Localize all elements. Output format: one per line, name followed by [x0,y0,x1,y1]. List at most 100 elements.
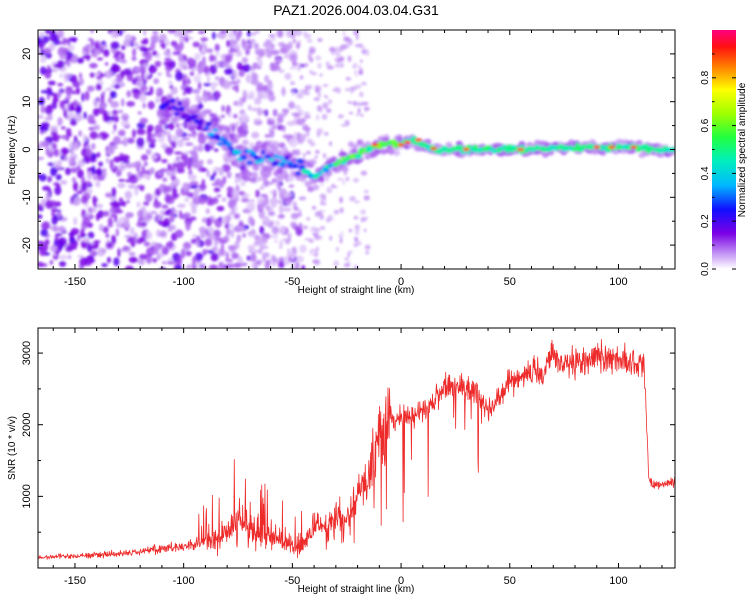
heat-cell [212,197,219,205]
heat-cell [41,221,50,230]
ridge-cell [572,147,578,152]
heat-cell [293,206,299,211]
heat-cell [316,106,323,112]
heat-cell [210,144,215,150]
heat-cell [58,254,68,260]
heat-cell [161,204,169,209]
heat-cell [186,264,191,269]
heat-cell [331,184,336,188]
heat-cell [355,231,360,235]
heat-cell [172,209,179,214]
heat-cell [89,131,98,140]
heat-cell [223,157,231,164]
ridge-hotspot [517,147,525,152]
ridge-cell [251,151,257,156]
heat-cell [77,159,86,167]
heat-cell [333,209,340,215]
heat-cell [148,142,156,149]
y-tick-label: 0 [21,146,33,152]
heat-cell [271,37,276,42]
heat-cell [145,213,153,220]
ridge-cell [212,128,219,132]
heat-cell [54,164,62,170]
heat-cell [70,167,78,173]
heat-cell [255,56,263,60]
heat-cell [242,131,247,138]
ridge-cell [295,171,301,176]
heat-cell [329,46,336,52]
heat-cell [233,30,237,35]
heat-cell [232,189,239,196]
heat-cell [234,240,240,250]
heat-cell [226,39,231,48]
heat-cell [270,146,278,153]
heat-cell [186,77,190,85]
heat-cell [541,151,549,158]
heat-cell [68,157,74,167]
heat-cell [143,161,148,167]
heat-cell [193,74,201,83]
heat-cell [178,210,183,219]
heat-cell [306,34,312,37]
heat-cell [360,170,368,176]
heat-cell [51,68,59,73]
heat-cell [67,44,75,52]
heat-cell [172,43,180,49]
heat-cell [225,251,229,261]
heat-cell [144,51,153,62]
heat-cell [229,80,239,85]
heat-cell [78,78,85,86]
heat-cell [186,192,194,198]
heat-cell [50,125,58,132]
heat-cell [86,170,93,180]
ridge-cell [173,112,180,116]
heat-cell [319,193,326,200]
heat-cell [47,175,51,183]
heat-cell [57,237,67,247]
heat-cell [251,249,259,254]
heat-cell [279,47,287,54]
heat-cell [311,72,317,75]
heat-cell [158,221,163,226]
heat-cell [71,74,78,84]
heat-cell [120,59,128,64]
heat-cell [87,188,93,195]
heat-cell [184,107,192,114]
heat-cell [208,264,218,269]
heat-cell [69,236,76,244]
heat-cell [311,249,317,252]
heat-cell [218,261,225,269]
heat-cell [73,99,78,104]
heat-cell [137,209,144,218]
heat-cell [267,82,273,91]
heat-cell [209,174,215,181]
heat-cell [200,37,209,42]
heat-cell [534,139,542,146]
ridge-cell [273,154,279,159]
heat-cell [88,244,98,250]
heat-cell [169,135,179,142]
heat-cell [54,186,62,196]
heat-cell [207,226,215,235]
snr-y-axis: 1000 2000 3000 [21,341,675,533]
heat-cell [184,86,194,94]
heat-cell [197,103,204,110]
spectrogram-y-label: Frequency (Hz) [7,116,18,185]
heat-cell [180,248,185,257]
heat-cell [276,116,284,124]
heat-cell [195,93,200,103]
heat-cell [143,30,147,36]
heat-cell [267,91,275,95]
heat-cell [89,72,95,78]
heat-cell [144,169,149,174]
heat-cell [169,214,175,223]
heat-cell [57,89,62,99]
x-tick-label: 50 [504,276,516,288]
heat-cell [220,114,225,119]
heat-cell [254,30,260,34]
ridge-cell [246,149,254,154]
heat-cell [337,59,342,62]
heat-cell [131,88,140,94]
heat-cell [242,233,246,238]
heat-cell [200,110,208,117]
